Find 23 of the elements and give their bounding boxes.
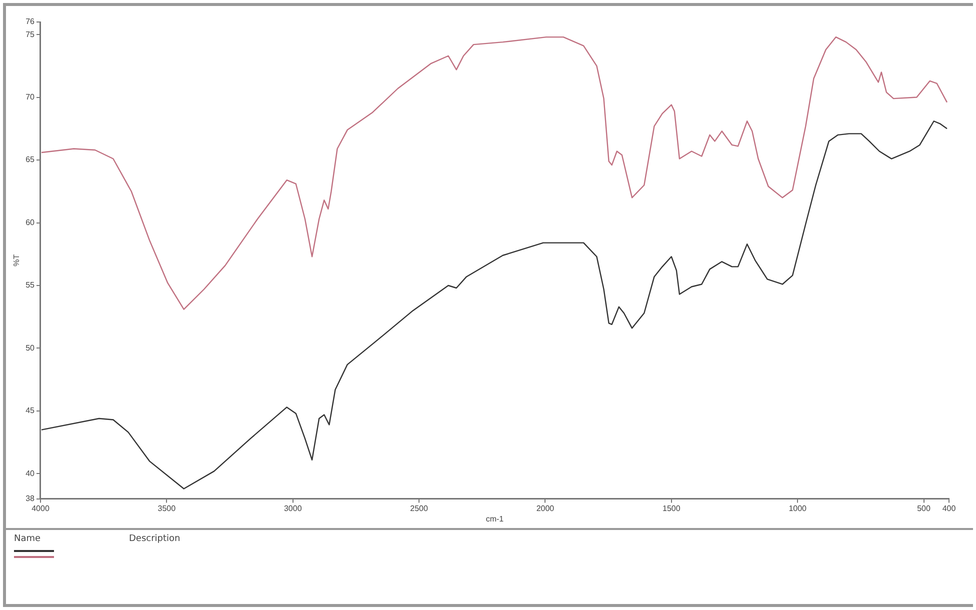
x-tick-label: 3500: [158, 504, 176, 513]
x-tick-label: 400: [942, 504, 956, 513]
x-tick-label: 500: [917, 504, 931, 513]
text: Description: [129, 534, 180, 544]
y-axis-title: %T: [12, 254, 22, 266]
y-tick-label: 70: [26, 92, 36, 102]
y-tick-label: 40: [26, 468, 36, 478]
x-tick-label: 1000: [788, 504, 808, 513]
y-tick-label: 55: [26, 280, 36, 290]
x-tick-label: 1500: [662, 504, 681, 513]
x-axis-title: cm-1: [486, 514, 504, 524]
x-tick-label: 2500: [410, 504, 428, 513]
y-tick-label: 75: [26, 30, 36, 39]
y-tick-label: 38: [26, 494, 36, 504]
x-tick-label: 2000: [536, 504, 555, 513]
text: Name: [14, 534, 42, 544]
y-tick-label: 45: [26, 406, 36, 416]
x-tick-label: 4000: [32, 504, 50, 513]
y-tick-label: 76: [26, 17, 36, 26]
x-tick-label: 3000: [284, 504, 302, 513]
y-tick-label: 60: [26, 218, 36, 227]
y-tick-label: 65: [26, 155, 36, 164]
y-tick-label: 50: [26, 343, 36, 352]
